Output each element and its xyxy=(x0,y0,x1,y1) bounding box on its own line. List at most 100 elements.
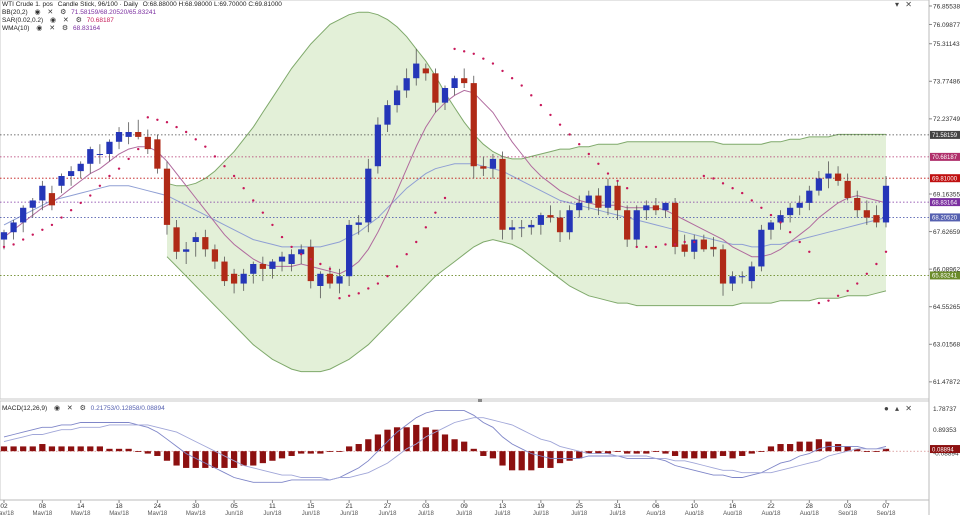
minimize-icon[interactable]: ▾ xyxy=(895,0,900,9)
close-icon[interactable]: ✕ xyxy=(905,404,912,413)
macd-histogram-bar xyxy=(671,451,679,456)
sar-dot xyxy=(434,211,437,214)
time-tick-month: May/18 xyxy=(71,511,91,515)
gear-icon[interactable]: ⚙ xyxy=(75,17,82,24)
time-tick-month: May/18 xyxy=(33,511,53,515)
macd-histogram-bar xyxy=(882,448,890,452)
sar-dot xyxy=(347,294,351,297)
time-tick-day: 27 xyxy=(384,503,392,510)
close-icon[interactable]: ✕ xyxy=(905,0,912,9)
candle-body xyxy=(595,195,602,208)
time-tick-month: Jul/18 xyxy=(495,511,512,515)
macd-histogram-bar xyxy=(67,446,75,452)
candle-body xyxy=(691,239,698,252)
eye-icon[interactable]: ◉ xyxy=(34,9,41,16)
gear-icon[interactable]: ⚙ xyxy=(61,25,69,32)
sar-dot xyxy=(156,118,159,121)
candle-body xyxy=(0,232,8,240)
candle-body xyxy=(77,163,84,172)
time-tick-month: Aug/18 xyxy=(800,511,820,515)
candle-body xyxy=(489,158,497,169)
macd-histogram-bar xyxy=(384,429,391,452)
sar-dot xyxy=(395,265,399,268)
gear-icon[interactable]: ⚙ xyxy=(60,9,67,16)
candle-body xyxy=(192,237,199,242)
time-tick-day: 15 xyxy=(307,503,315,510)
time-tick-day: 03 xyxy=(844,503,852,510)
legend-macd: MACD(12,26,9) ◉ ✕ ⚙ 0.21753/0.12858/0.08… xyxy=(2,405,168,413)
eye-icon[interactable]: ◉ xyxy=(36,25,43,32)
sar-dot xyxy=(319,262,322,266)
sar-dot xyxy=(453,47,456,51)
sar-dot xyxy=(578,143,581,146)
macd-histogram-bar xyxy=(547,451,554,468)
macd-histogram-bar xyxy=(336,451,343,452)
macd-histogram-bar xyxy=(278,451,286,459)
sar-dot xyxy=(491,62,495,65)
time-tick-day: 18 xyxy=(115,503,123,510)
candle-body xyxy=(48,193,56,206)
price-tick-label: 67.62659 xyxy=(933,229,960,236)
sar-dot xyxy=(69,209,73,212)
candle-body xyxy=(461,78,468,84)
sar-dot xyxy=(2,245,6,249)
ohlc-readout: O:68.88000 H:68.98000 L:69.70000 C:69.81… xyxy=(142,1,282,8)
close-icon[interactable]: ✕ xyxy=(49,25,56,32)
chart-subtitle: Candle Stick, 96/100 · Daily xyxy=(57,1,138,8)
gear-icon[interactable]: ⚙ xyxy=(79,405,86,412)
macd-histogram-bar xyxy=(624,451,631,454)
sar-dot xyxy=(12,243,15,246)
macd-histogram-bar xyxy=(48,446,56,452)
macd-tag-label: 0.08894 xyxy=(932,447,954,453)
sar-dot xyxy=(558,123,562,126)
sar-dot xyxy=(424,226,428,229)
close-icon[interactable]: ✕ xyxy=(66,405,73,412)
candle-body xyxy=(825,173,832,179)
sar-dot xyxy=(184,130,188,134)
candle-body xyxy=(576,202,583,211)
macd-histogram-bar xyxy=(508,451,516,471)
macd-histogram-bar xyxy=(566,451,573,461)
candle-body xyxy=(480,166,487,169)
macd-histogram-bar xyxy=(422,427,429,452)
time-tick-month: May/18 xyxy=(109,511,129,515)
price-tick-label: 61.47872 xyxy=(933,379,960,386)
macd-histogram-bar xyxy=(854,448,861,452)
sar-dot xyxy=(415,240,418,244)
close-icon[interactable]: ✕ xyxy=(47,9,54,16)
legend-sar: SAR(0.02,0.2) ◉ ✕ ⚙ 70.68187 xyxy=(2,17,117,25)
sar-dot xyxy=(204,145,207,148)
time-tick-day: 22 xyxy=(767,503,775,510)
collapse-icon[interactable]: ● xyxy=(883,404,889,413)
candle-body xyxy=(250,264,257,274)
macd-histogram-bar xyxy=(691,451,698,459)
macd-tick-label: 1.78737 xyxy=(933,406,957,413)
sar-dot xyxy=(836,294,840,297)
candle-body xyxy=(307,246,314,282)
candle-body xyxy=(211,249,219,262)
macd-histogram-bar xyxy=(681,451,688,459)
macd-histogram-bar xyxy=(537,451,544,468)
sar-dot xyxy=(462,50,466,53)
candle-body xyxy=(624,210,631,240)
sar-dot xyxy=(41,228,44,231)
restore-icon[interactable]: ▴ xyxy=(895,404,900,413)
legend-wma: WMA(10) ◉ ✕ ⚙ 68.83164 xyxy=(2,25,103,33)
eye-icon[interactable]: ◉ xyxy=(50,17,57,24)
eye-icon[interactable]: ◉ xyxy=(53,405,61,412)
candle-body xyxy=(614,185,621,211)
legend-sar-values: 70.68187 xyxy=(86,17,114,24)
candle-body xyxy=(317,273,324,286)
macd-histogram-bar xyxy=(432,429,439,452)
price-tag-label: 65.83241 xyxy=(932,274,958,280)
close-icon[interactable]: ✕ xyxy=(62,17,69,24)
sar-dot xyxy=(405,253,408,256)
candle-body xyxy=(834,173,842,181)
macd-histogram-bar xyxy=(115,448,123,452)
bollinger-middle-line xyxy=(3,163,887,248)
candle-body xyxy=(787,207,794,216)
bollinger-band-fill xyxy=(167,12,886,372)
sar-dot xyxy=(232,174,236,178)
price-tag-label: 69.81000 xyxy=(932,177,958,183)
